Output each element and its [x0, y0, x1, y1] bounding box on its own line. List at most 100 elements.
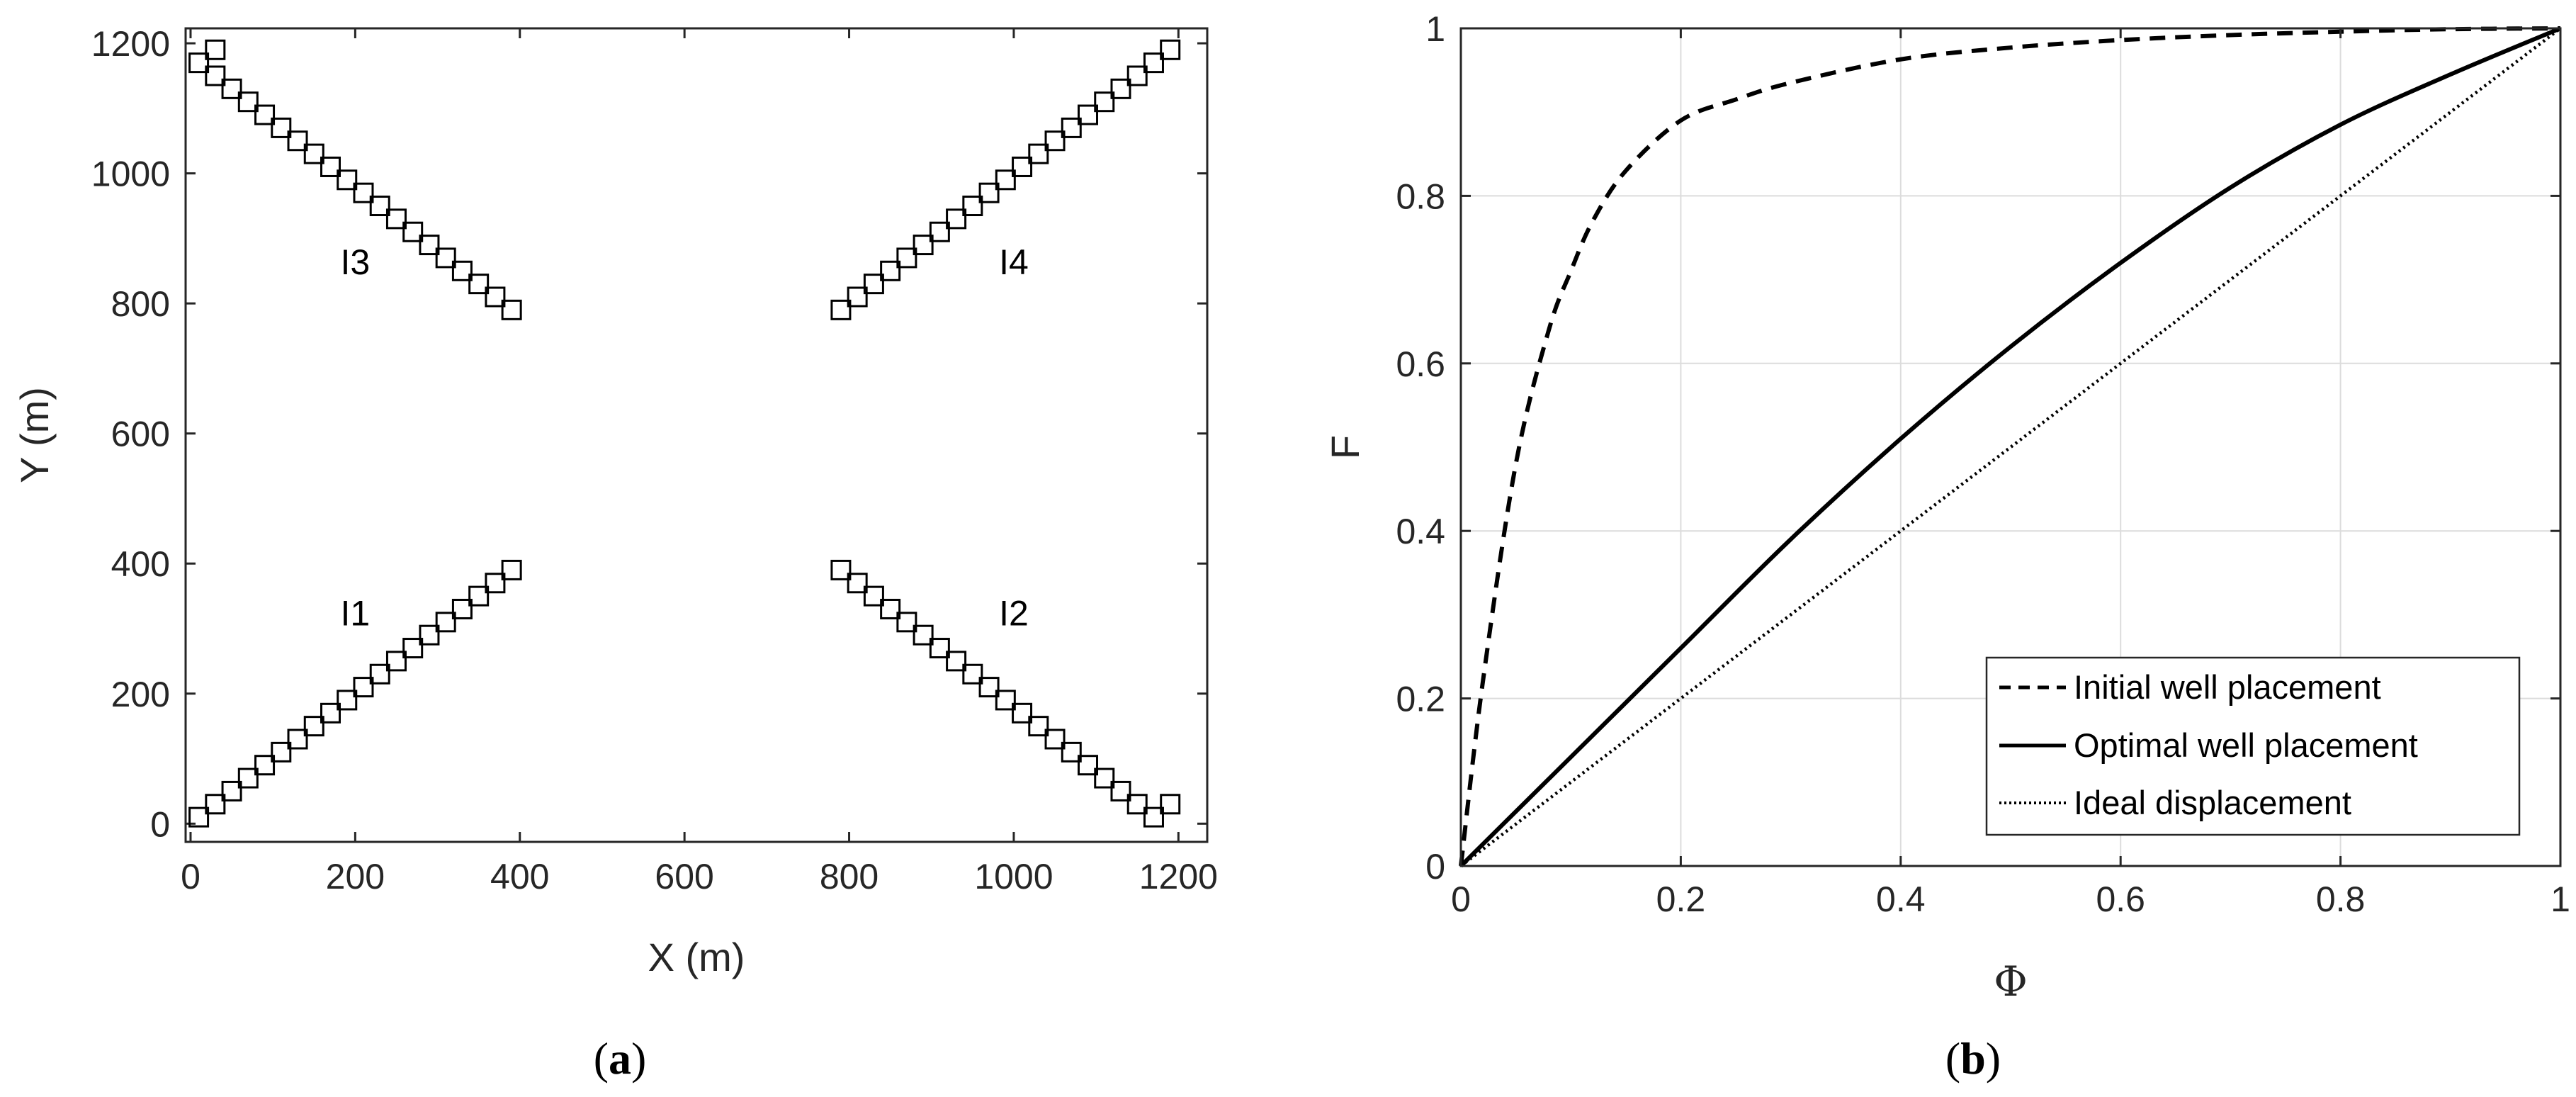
- well-marker: [353, 677, 374, 698]
- injector-label: I1: [341, 593, 371, 633]
- y-tick-label: 0.4: [1396, 512, 1445, 551]
- y-tick-label: 600: [111, 415, 170, 454]
- well-marker: [913, 624, 934, 646]
- well-marker: [1044, 728, 1066, 750]
- injector-label: I2: [999, 593, 1029, 633]
- x-tick-label: 200: [326, 857, 385, 896]
- well-marker: [1110, 78, 1131, 99]
- panel-a-x-axis-label: X (m): [648, 935, 745, 979]
- x-tick-label: 0.8: [2316, 879, 2366, 919]
- y-tick-label: 0.2: [1396, 680, 1445, 719]
- legend-label-ideal: Ideal displacement: [2074, 784, 2351, 821]
- well-marker: [435, 612, 456, 633]
- well-marker: [271, 117, 292, 138]
- well-group-i4: [830, 39, 1181, 320]
- well-marker: [221, 78, 242, 99]
- well-marker: [978, 677, 1000, 698]
- well-marker: [995, 169, 1016, 191]
- legend-label-optimal: Optimal well placement: [2074, 726, 2418, 764]
- panel-b-f-phi-curve: 0 0.2 0.4 0.6 0.8 1 0 0.2 0.4 0.6 0.8 1 Φ F Initial…: [1323, 9, 2570, 1084]
- well-marker: [880, 260, 901, 281]
- series-line-ideal-displacement: [1459, 27, 2562, 867]
- well-marker: [369, 196, 390, 217]
- y-tick-label: 1200: [91, 24, 170, 64]
- y-tick-label: 0: [150, 804, 170, 844]
- y-tick-label: 1: [1425, 9, 1445, 49]
- panel-b-plot-border: [1459, 27, 2562, 867]
- well-marker: [303, 143, 324, 164]
- well-marker: [1126, 794, 1148, 815]
- well-marker: [978, 182, 1000, 203]
- x-tick-label: 0.6: [2096, 879, 2145, 919]
- well-marker: [320, 156, 341, 177]
- well-marker: [1143, 806, 1164, 828]
- legend-box: [1985, 656, 2521, 836]
- x-tick-label: 400: [490, 857, 549, 896]
- y-tick-label: 0.8: [1396, 176, 1445, 216]
- well-marker: [929, 221, 950, 242]
- well-marker: [451, 598, 473, 619]
- well-marker: [402, 221, 424, 242]
- well-marker: [847, 573, 868, 594]
- well-marker: [1061, 741, 1082, 763]
- well-marker: [419, 235, 440, 256]
- well-marker: [1078, 104, 1099, 125]
- well-marker: [962, 663, 983, 685]
- well-marker: [830, 559, 852, 580]
- well-marker: [287, 728, 308, 750]
- x-tick-label: 1200: [1139, 857, 1218, 896]
- well-marker: [485, 286, 506, 308]
- panel-b-x-axis-label: Φ: [1994, 957, 2028, 1006]
- well-marker: [369, 663, 390, 685]
- x-tick-label: 0.2: [1656, 879, 1706, 919]
- well-marker: [254, 104, 276, 125]
- legend-label-initial: Initial well placement: [2074, 668, 2381, 706]
- well-marker: [913, 235, 934, 256]
- y-tick-label: 200: [111, 675, 170, 714]
- y-tick-label: 400: [111, 544, 170, 584]
- y-tick-label: 0.6: [1396, 344, 1445, 384]
- well-marker: [402, 638, 424, 659]
- well-marker: [896, 247, 917, 269]
- well-marker: [501, 559, 522, 580]
- well-marker: [847, 286, 868, 308]
- well-marker: [385, 208, 407, 230]
- x-tick-label: 0: [1451, 879, 1471, 919]
- panel-a-y-axis-label: Y (m): [12, 387, 57, 483]
- panel-a-caption: (a): [594, 1033, 647, 1084]
- well-marker: [205, 39, 226, 60]
- well-marker: [1110, 780, 1131, 801]
- well-marker: [863, 274, 884, 295]
- injector-label: I3: [341, 242, 371, 282]
- well-marker: [320, 702, 341, 724]
- panel-a-well-layout: 0 200 400 600 800 1000 1200 0 200 400 600 800 1000 12…: [12, 24, 1218, 1084]
- well-marker: [1160, 794, 1181, 815]
- well-marker: [303, 716, 324, 737]
- well-marker: [485, 573, 506, 594]
- well-marker: [1094, 91, 1115, 113]
- well-marker: [1044, 130, 1066, 152]
- y-tick-label: 800: [111, 284, 170, 324]
- well-marker: [1012, 702, 1033, 724]
- well-marker: [237, 767, 259, 789]
- well-marker: [237, 91, 259, 113]
- y-tick-label: 1000: [91, 154, 170, 194]
- well-group-i3: [188, 39, 522, 320]
- injector-label: I4: [999, 242, 1029, 282]
- panel-b-axis-ticks: 0 0.2 0.4 0.6 0.8 1 0 0.2 0.4 0.6 0.8 1: [1396, 9, 2570, 919]
- well-marker: [995, 690, 1016, 711]
- well-marker: [1143, 52, 1164, 74]
- panel-a-annotations: I1 I2 I3 I4: [341, 242, 1029, 634]
- panel-a-axis-ticks: 0 200 400 600 800 1000 1200 0 200 400 600 800 1000 12…: [91, 24, 1218, 896]
- well-marker: [353, 182, 374, 203]
- x-tick-label: 0.4: [1876, 879, 1926, 919]
- well-marker: [337, 169, 358, 191]
- series-line-initial-well-placement: [1459, 26, 2561, 867]
- well-marker: [435, 247, 456, 269]
- well-marker: [830, 299, 852, 320]
- well-marker: [946, 208, 967, 230]
- x-tick-label: 800: [820, 857, 879, 896]
- well-marker: [946, 651, 967, 672]
- well-marker: [929, 638, 950, 659]
